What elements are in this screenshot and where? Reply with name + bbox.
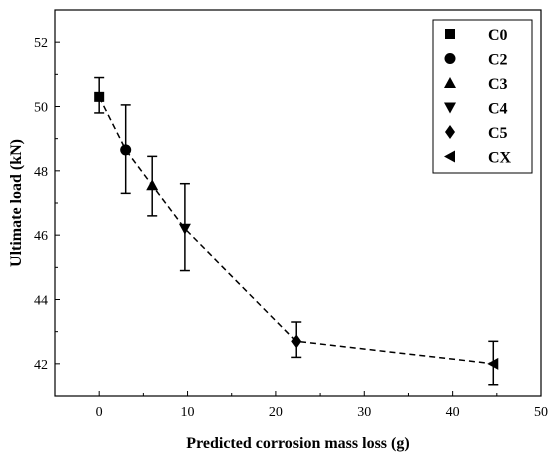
legend-marker-c2 xyxy=(444,53,456,64)
y-axis-title: Ultimate load (kN) xyxy=(8,139,25,267)
y-tick-label: 44 xyxy=(34,294,48,309)
legend-marker-c5 xyxy=(445,125,455,139)
legend-label: CX xyxy=(488,150,512,167)
legend-item-cx: CX xyxy=(444,150,512,167)
data-point-cx xyxy=(487,357,499,370)
data-point-c2 xyxy=(120,144,132,156)
legend-label: C4 xyxy=(488,101,508,118)
axis-ticks xyxy=(54,9,542,397)
x-tick-label: 0 xyxy=(96,405,103,420)
legend-item-c5: C5 xyxy=(445,125,508,142)
x-tick-label: 30 xyxy=(357,405,371,420)
legend-marker-c3 xyxy=(444,77,456,88)
x-tick-label: 10 xyxy=(181,405,195,420)
x-tick-label: 20 xyxy=(269,405,283,420)
legend-marker-cx xyxy=(444,150,455,163)
legend-item-c0: C0 xyxy=(445,27,508,44)
x-axis-title: Predicted corrosion mass loss (g) xyxy=(186,435,409,452)
legend-marker-c0 xyxy=(445,29,455,39)
data-point-c4 xyxy=(178,223,191,235)
legend-item-c4: C4 xyxy=(444,101,508,118)
legend-item-c3: C3 xyxy=(444,76,508,93)
legend-item-c2: C2 xyxy=(444,52,508,69)
legend-label: C3 xyxy=(488,76,508,93)
axis-tick-labels: 0 10 20 30 40 50 42 44 46 48 50 52 xyxy=(34,36,548,420)
y-tick-label: 52 xyxy=(34,36,48,51)
data-point-c0 xyxy=(94,91,105,102)
legend: C0 C2 C3 C4 C5 CX xyxy=(432,19,533,174)
legend-label: C2 xyxy=(488,52,508,69)
data-point-c3 xyxy=(146,179,159,191)
legend-label: C0 xyxy=(488,27,508,44)
data-point-c5 xyxy=(291,334,302,349)
x-tick-label: 40 xyxy=(446,405,460,420)
y-tick-label: 42 xyxy=(34,358,48,373)
legend-box xyxy=(432,19,533,174)
legend-label: C5 xyxy=(488,125,508,142)
x-tick-label: 50 xyxy=(534,405,548,420)
dashed-connector-line xyxy=(98,96,494,365)
y-tick-label: 50 xyxy=(34,101,48,116)
data-markers xyxy=(94,91,499,370)
y-tick-label: 48 xyxy=(34,165,48,180)
legend-marker-c4 xyxy=(444,102,456,114)
y-tick-label: 46 xyxy=(34,229,48,244)
